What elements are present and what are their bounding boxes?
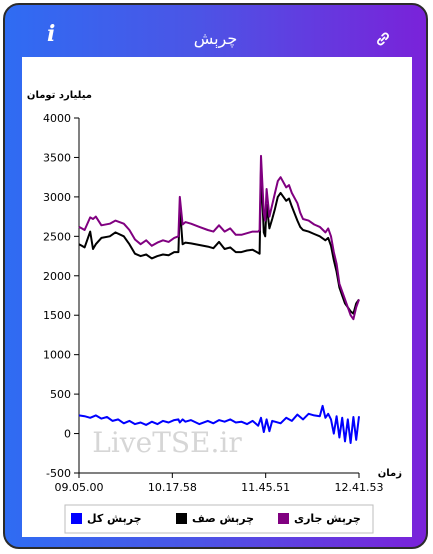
y-tick-label: 0 — [64, 428, 71, 441]
series-line-total — [78, 404, 360, 444]
y-tick-label: 1500 — [43, 309, 71, 322]
info-icon[interactable]: i — [47, 21, 56, 47]
x-axis: 09.05.00 10.17.58 11.45.51 12.41.53 — [55, 472, 384, 494]
series-line-queue — [78, 168, 360, 315]
y-axis: -500 0 500 1000 1500 2000 2500 3000 3500 4000 — [43, 112, 80, 480]
y-tick-label: 4000 — [43, 112, 71, 125]
link-icon[interactable] — [375, 31, 391, 51]
legend-swatch-current — [278, 513, 289, 524]
y-tick-label: 3000 — [43, 191, 71, 204]
y-tick-label: 500 — [50, 388, 71, 401]
x-tick-label: 11.45.51 — [241, 481, 290, 494]
legend-label-total: چرېش کل — [87, 512, 142, 525]
legend-swatch-queue — [176, 513, 187, 524]
y-tick-label: -500 — [46, 467, 71, 480]
y-axis-label: میلیارد تومان — [27, 90, 92, 101]
page-title: چرېش — [193, 29, 238, 48]
y-tick-label: 1000 — [43, 349, 71, 362]
chart: میلیارد تومان -500 0 500 1000 1500 2000 2500 30… — [27, 90, 402, 534]
y-tick-label: 2500 — [43, 230, 71, 243]
legend-item-total[interactable]: چرېش کل — [71, 512, 142, 525]
legend-swatch-total — [71, 513, 82, 524]
app-frame: i چرېش میلیارد تومان -500 0 500 1000 1500 200… — [3, 3, 428, 549]
legend: چرېش کل چرېش صف چرېش جاری — [64, 504, 374, 534]
x-axis-label: زمان — [378, 468, 402, 479]
series-line-current — [78, 154, 360, 321]
legend-item-current[interactable]: چرېش جاری — [278, 512, 361, 525]
y-tick-label: 3500 — [43, 151, 71, 164]
legend-box — [64, 504, 374, 534]
x-tick-label: 09.05.00 — [55, 481, 104, 494]
app-header: i چرېش — [5, 5, 426, 57]
legend-label-queue: چرېش صف — [192, 512, 254, 525]
chart-panel: میلیارد تومان -500 0 500 1000 1500 2000 2500 30… — [22, 57, 412, 537]
x-tick-label: 10.17.58 — [148, 481, 197, 494]
y-tick-label: 2000 — [43, 270, 71, 283]
watermark: LiveTSE.ir — [92, 426, 242, 459]
series-layer — [78, 154, 360, 444]
legend-item-queue[interactable]: چرېش صف — [176, 512, 254, 525]
x-tick-label: 12.41.53 — [335, 481, 384, 494]
legend-label-current: چرېش جاری — [294, 512, 361, 525]
